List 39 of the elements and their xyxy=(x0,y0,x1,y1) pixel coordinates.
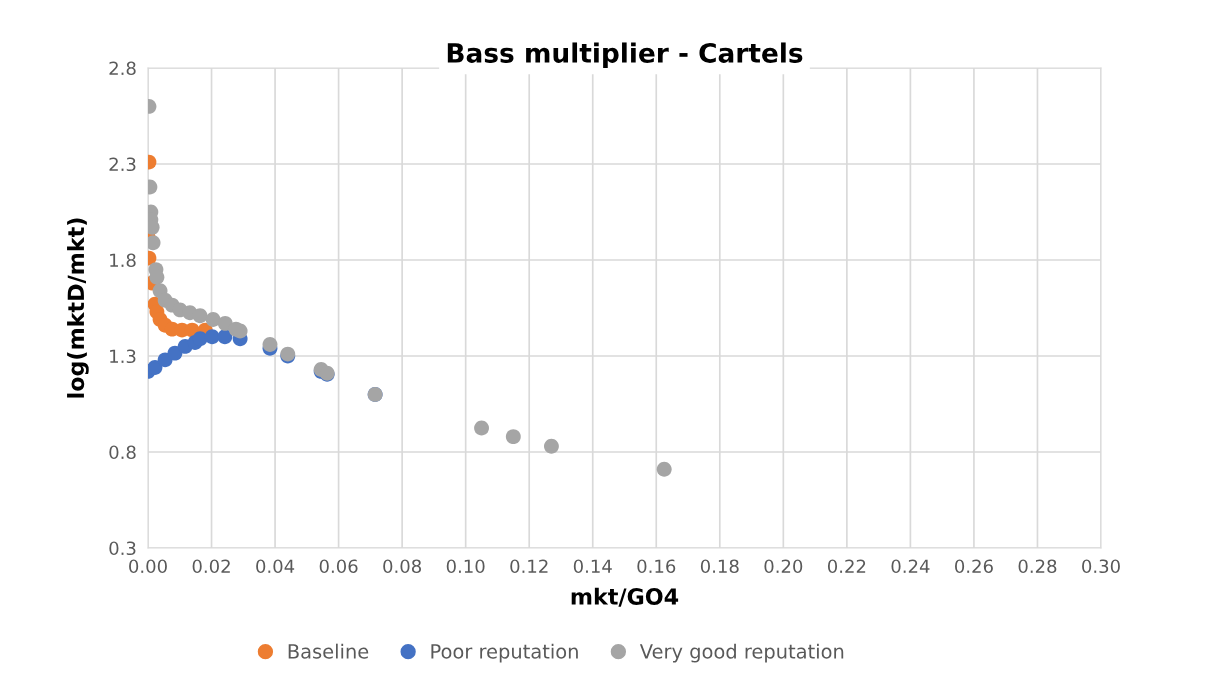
x-tick-label: 0.12 xyxy=(510,559,548,574)
y-tick-label: 1.8 xyxy=(110,253,136,268)
x-axis-title: mkt/GO4 xyxy=(571,587,679,607)
y-tick-label: 0.3 xyxy=(109,541,136,556)
point xyxy=(656,461,672,477)
y-tick-label: 1.3 xyxy=(110,349,136,364)
x-tick-label: 0.20 xyxy=(764,559,803,574)
x-tick-label: 0.02 xyxy=(192,559,230,574)
point xyxy=(505,429,521,445)
x-tick-label: 0.00 xyxy=(129,559,167,574)
legend-label: Baseline xyxy=(288,643,369,659)
x-tick-label: 0.30 xyxy=(1082,559,1120,574)
legend-label: Poor reputation xyxy=(431,643,578,663)
point xyxy=(192,308,208,324)
x-tick-label: 0.26 xyxy=(955,559,993,574)
point xyxy=(148,360,163,375)
x-tick-label: 0.10 xyxy=(446,559,485,574)
chart-title: Bass multiplier - Cartels xyxy=(447,42,803,68)
legend-label: Very good reputation xyxy=(639,643,844,663)
point xyxy=(543,438,559,454)
x-tick-label: 0.14 xyxy=(573,559,612,574)
point xyxy=(217,329,233,345)
x-tick-label: 0.16 xyxy=(637,559,676,574)
point xyxy=(205,312,221,327)
point xyxy=(474,420,489,436)
y-tick-label: 2.3 xyxy=(109,157,136,172)
point xyxy=(217,315,233,331)
y-tick-label: 0.8 xyxy=(109,445,136,460)
x-tick-label: 0.06 xyxy=(319,559,358,574)
x-tick-label: 0.08 xyxy=(383,559,421,574)
x-tick-label: 0.24 xyxy=(891,559,930,574)
y-axis-title: log(mktD/mkt) xyxy=(67,218,89,398)
point xyxy=(204,329,220,345)
x-tick-label: 0.22 xyxy=(827,559,866,574)
y-tick-label: 2.8 xyxy=(109,61,136,76)
x-tick-label: 0.28 xyxy=(1018,559,1057,574)
x-tick-label: 0.04 xyxy=(256,559,295,574)
x-tick-label: 0.18 xyxy=(700,559,739,574)
point xyxy=(262,337,278,352)
